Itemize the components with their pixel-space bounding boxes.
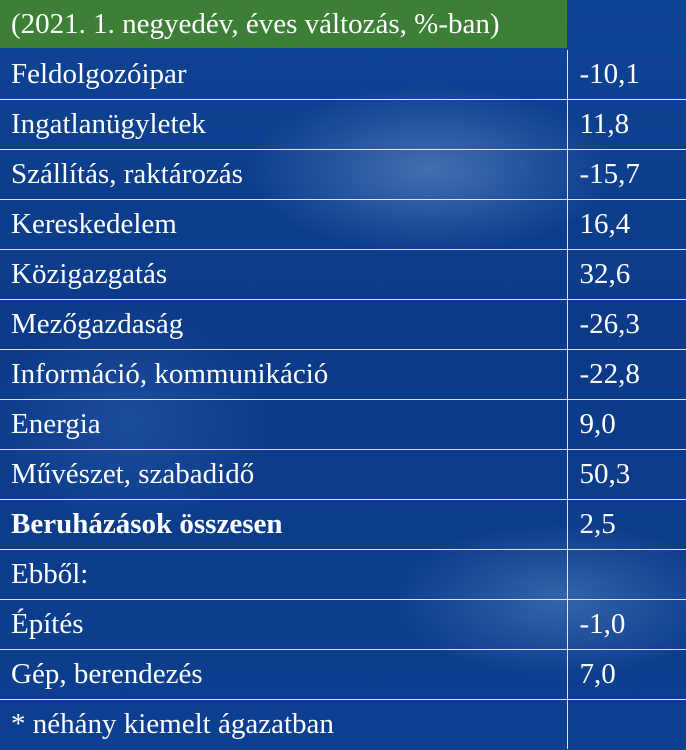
table-row: Kereskedelem 16,4 xyxy=(0,199,686,250)
total-value: 2,5 xyxy=(566,499,686,550)
investment-change-table: Feldolgozóipar -10,1 Ingatlanügyletek 11… xyxy=(0,50,686,749)
row-value: -1,0 xyxy=(566,599,686,650)
row-label: Feldolgozóipar xyxy=(0,50,567,100)
row-value: 50,3 xyxy=(566,449,686,500)
row-value: 32,6 xyxy=(566,249,686,300)
row-value: 11,8 xyxy=(566,99,686,150)
table-row: Közigazgatás 32,6 xyxy=(0,249,686,300)
footnote-row: * néhány kiemelt ágazatban xyxy=(0,699,686,749)
row-value xyxy=(566,549,686,600)
footnote-empty-cell xyxy=(566,699,686,749)
row-value: 9,0 xyxy=(566,399,686,450)
row-value: -22,8 xyxy=(566,349,686,400)
total-row: Beruházások összesen 2,5 xyxy=(0,499,686,550)
row-label: Ingatlanügyletek xyxy=(0,99,567,150)
row-value: -15,7 xyxy=(566,149,686,200)
table-row: Feldolgozóipar -10,1 xyxy=(0,50,686,100)
table-row: Információ, kommunikáció -22,8 xyxy=(0,349,686,400)
table-row: Mezőgazdaság -26,3 xyxy=(0,299,686,350)
table-row: Ingatlanügyletek 11,8 xyxy=(0,99,686,150)
row-label: Építés xyxy=(0,599,567,650)
row-value: -10,1 xyxy=(566,50,686,100)
row-label: Mezőgazdaság xyxy=(0,299,567,350)
row-label: Információ, kommunikáció xyxy=(0,349,567,400)
total-label: Beruházások összesen xyxy=(0,499,567,550)
row-value: 7,0 xyxy=(566,649,686,700)
table-row: Gép, berendezés 7,0 xyxy=(0,649,686,700)
row-value: -26,3 xyxy=(566,299,686,350)
row-value: 16,4 xyxy=(566,199,686,250)
row-label: Ebből: xyxy=(0,549,567,600)
table-row: Szállítás, raktározás -15,7 xyxy=(0,149,686,200)
table-row: Építés -1,0 xyxy=(0,599,686,650)
table-row: Ebből: xyxy=(0,549,686,600)
row-label: Kereskedelem xyxy=(0,199,567,250)
table-row: Energia 9,0 xyxy=(0,399,686,450)
row-label: Közigazgatás xyxy=(0,249,567,300)
table-subtitle: (2021. 1. negyedév, éves változás, %-ban… xyxy=(0,0,567,48)
table-row: Művészet, szabadidő 50,3 xyxy=(0,449,686,500)
row-label: Szállítás, raktározás xyxy=(0,149,567,200)
row-label: Művészet, szabadidő xyxy=(0,449,567,500)
row-label: Energia xyxy=(0,399,567,450)
footnote: * néhány kiemelt ágazatban xyxy=(11,708,334,740)
row-label: Gép, berendezés xyxy=(0,649,567,700)
